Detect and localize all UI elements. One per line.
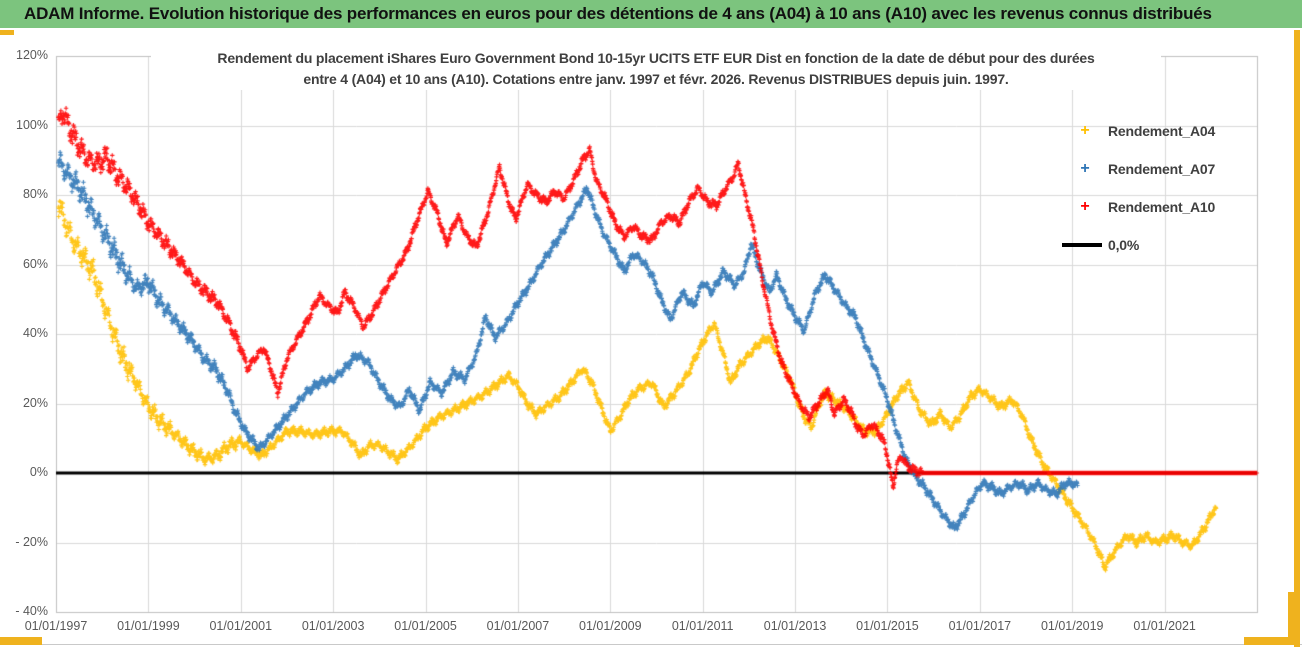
x-tick-label: 01/01/2021 bbox=[1133, 619, 1196, 633]
y-tick-label: 80% bbox=[22, 187, 48, 201]
y-tick-label: - 20% bbox=[15, 534, 48, 549]
legend-label: Rendement_A04 bbox=[1108, 123, 1216, 139]
x-tick-label: 01/01/2013 bbox=[763, 619, 827, 633]
selection-handle-bottom-left[interactable] bbox=[0, 637, 42, 645]
y-tick-label: - 40% bbox=[15, 604, 48, 618]
chart-title-line1: Rendement du placement iShares Euro Gove… bbox=[217, 50, 1095, 66]
legend-item-0-0-: 0,0% bbox=[1062, 226, 1292, 264]
x-tick-label: 01/01/2009 bbox=[579, 619, 642, 633]
legend-item-rendement-a10: + Rendement_A10 bbox=[1062, 188, 1292, 226]
report-header: ADAM Informe. Evolution historique des p… bbox=[0, 0, 1302, 30]
chart-title: Rendement du placement iShares Euro Gove… bbox=[151, 48, 1161, 90]
legend-plus-marker-icon: + bbox=[1080, 122, 1090, 139]
report-header-title: ADAM Informe. Evolution historique des p… bbox=[24, 4, 1212, 23]
legend-item-rendement-a07: + Rendement_A07 bbox=[1062, 150, 1292, 188]
legend-item-rendement-a04: + Rendement_A04 bbox=[1062, 112, 1292, 150]
y-tick-label: 20% bbox=[22, 395, 48, 410]
chart-legend: + Rendement_A04 + Rendement_A07 + Rendement_A… bbox=[1062, 112, 1292, 264]
x-tick-label: 01/01/1999 bbox=[117, 619, 180, 633]
y-tick-label: 40% bbox=[22, 326, 48, 340]
x-tick-label: 01/01/1997 bbox=[24, 619, 88, 633]
y-tick-label: 60% bbox=[22, 256, 48, 271]
x-tick-label: 01/01/2007 bbox=[486, 619, 550, 633]
chart-title-line2: entre 4 (A04) et 10 ans (A10). Cotations… bbox=[303, 71, 1009, 87]
y-tick-label: 0% bbox=[29, 465, 48, 479]
selection-handle-bottom-right[interactable] bbox=[1244, 637, 1300, 645]
y-tick-label: 100% bbox=[16, 117, 48, 132]
legend-line-marker-icon bbox=[1062, 243, 1102, 247]
legend-label: Rendement_A10 bbox=[1108, 199, 1216, 215]
legend-label: Rendement_A07 bbox=[1108, 161, 1216, 177]
x-tick-label: 01/01/2005 bbox=[394, 619, 457, 633]
legend-label: 0,0% bbox=[1108, 237, 1140, 253]
legend-plus-marker-icon: + bbox=[1080, 160, 1090, 177]
chart-frame-bottom-border bbox=[0, 644, 1302, 645]
x-tick-label: 01/01/2015 bbox=[856, 619, 919, 633]
x-tick-label: 01/01/2017 bbox=[948, 619, 1012, 633]
legend-plus-marker-icon: + bbox=[1080, 198, 1090, 215]
chart-area[interactable] bbox=[0, 32, 1302, 647]
chart-canvas bbox=[0, 32, 1302, 647]
selection-border-right[interactable] bbox=[1294, 30, 1300, 647]
selection-handle-top-left[interactable] bbox=[0, 30, 14, 35]
x-tick-label: 01/01/2001 bbox=[209, 619, 273, 633]
x-tick-label: 01/01/2003 bbox=[301, 619, 365, 633]
selection-handle-bottom-right-corner[interactable] bbox=[1288, 592, 1300, 645]
x-tick-label: 01/01/2011 bbox=[671, 619, 734, 633]
y-tick-label: 120% bbox=[16, 48, 48, 62]
x-tick-label: 01/01/2019 bbox=[1040, 619, 1104, 633]
